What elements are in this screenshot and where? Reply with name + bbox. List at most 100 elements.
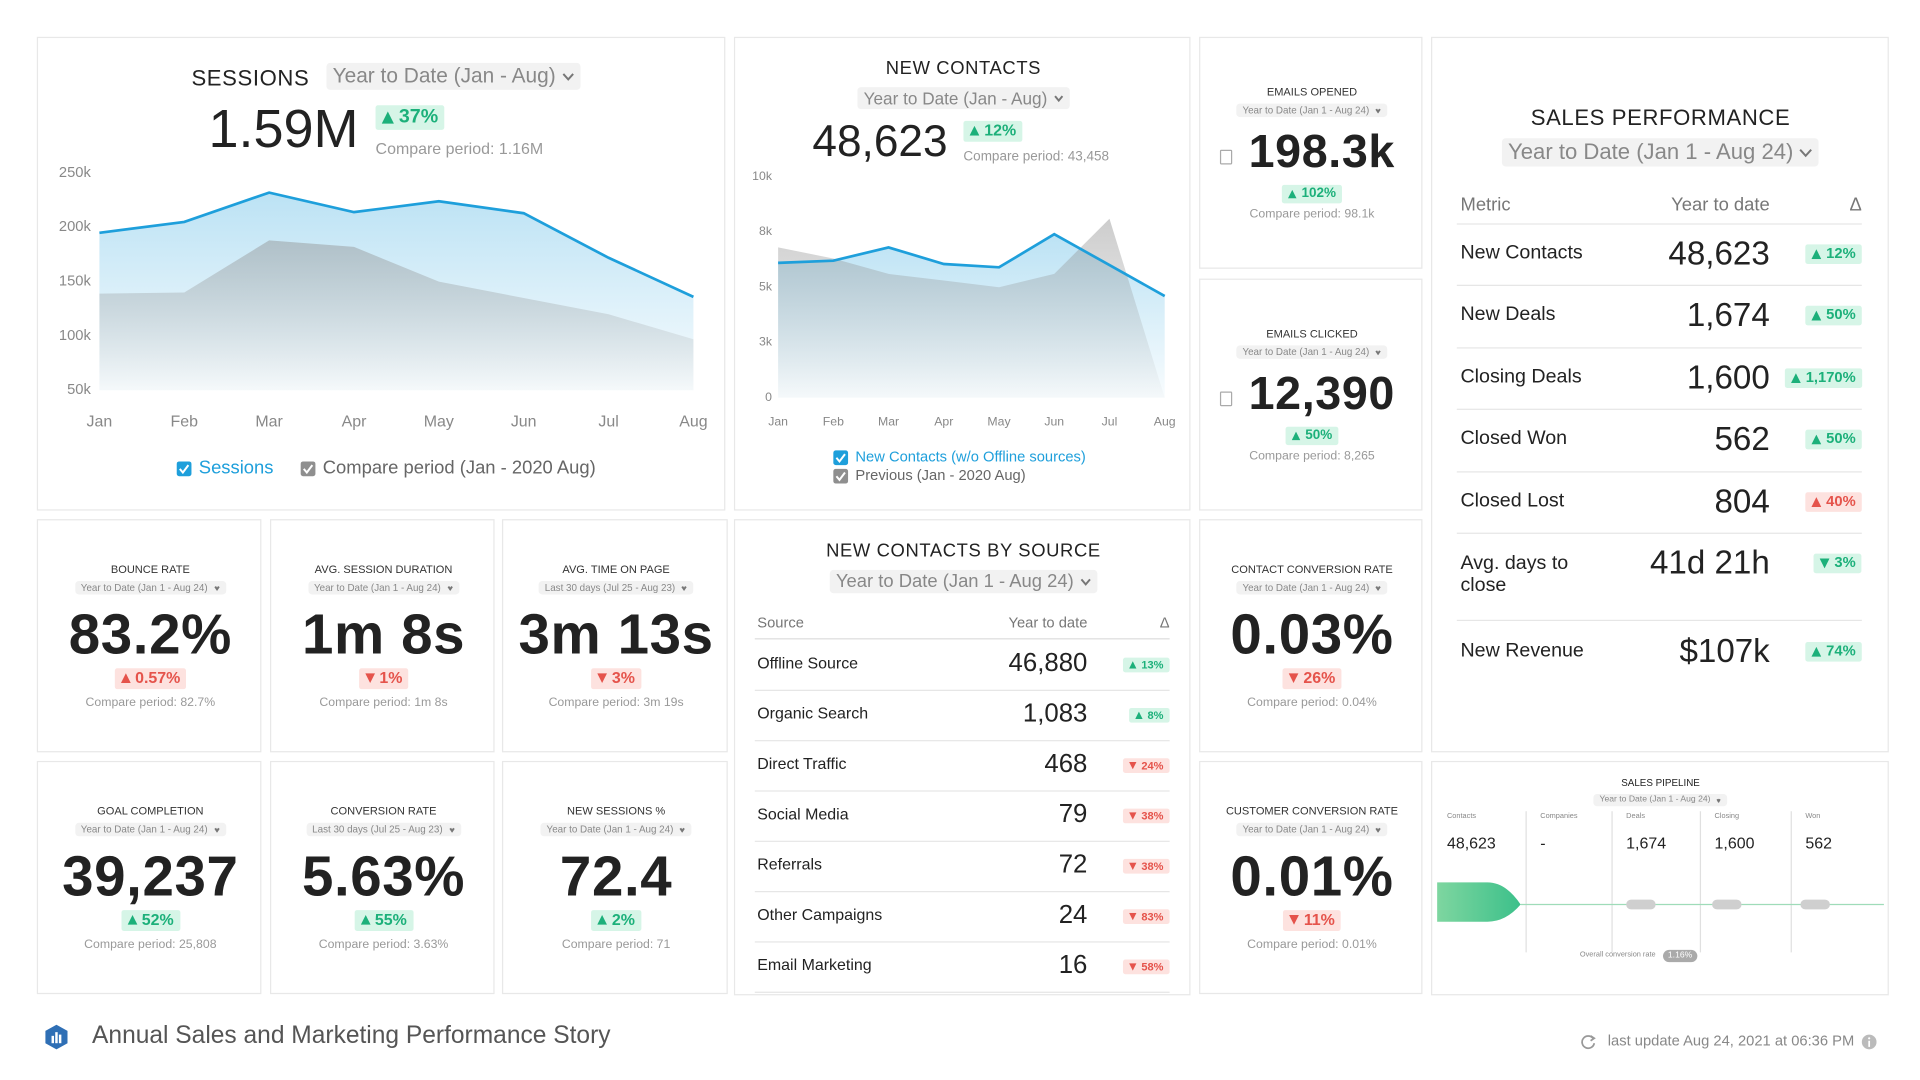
row-value: 468 [1044,749,1088,779]
trend-arrow [1811,434,1822,445]
change-value: 40% [1826,492,1856,510]
x-tick-label: Feb [823,414,844,428]
change-value: 8% [1147,709,1164,722]
period-dropdown[interactable]: Year to Date (Jan 1 - Aug 24) [1236,345,1388,360]
period-dropdown[interactable]: Last 30 days (Jul 25 - Aug 23) [538,581,694,595]
trend-arrow-shape [364,673,375,684]
trend-arrow-shape [1811,497,1822,507]
change-value: 1% [379,668,403,687]
period-dropdown[interactable]: Year to Date (Jan 1 - Aug 24) [829,569,1098,594]
trend-arrow-shape [360,915,371,926]
stage-divider [1611,811,1613,953]
period-label: Year to Date (Jan 1 - Aug 24) [1242,824,1370,836]
period-dropdown[interactable]: Year to Date (Jan - Aug) [857,87,1070,110]
trend-arrow [1288,673,1299,684]
metric-title: AVG. TIME ON PAGE [562,563,670,576]
change-value: 2% [611,910,636,929]
chevron [1053,95,1063,103]
change-value: 24% [1141,759,1164,772]
x-tick-label: May [987,414,1011,428]
period-dropdown[interactable]: Year to Date (Jan 1 - Aug 24) [74,822,227,837]
row-label: Direct Traffic [757,754,847,773]
metric-value: 0.01% [1230,843,1394,908]
table-title: NEW CONTACTS BY SOURCE [826,540,1101,562]
trend-arrow-shape [1129,762,1137,770]
chevron [1080,578,1091,587]
period-dropdown[interactable]: Year to Date (Jan 1 - Aug 24) [1236,103,1388,118]
period-dropdown[interactable]: Year to Date (Jan 1 - Aug 24) [1593,794,1728,807]
stage-label: Contacts [1446,813,1477,821]
trend-arrow-shape [1288,673,1299,684]
period-dropdown[interactable]: Year to Date (Jan 1 - Aug 24) [307,581,460,595]
trend-arrow [1287,189,1297,199]
table-header: Year to date [1008,613,1088,631]
period-dropdown[interactable]: Year to Date (Jan 1 - Aug 24) [540,822,692,837]
chevron [1375,586,1382,591]
change-badge: 50% [1285,426,1339,445]
trend-arrow [1811,310,1822,321]
change-badge: 38% [1122,808,1170,824]
change-badge: 3% [591,668,642,690]
change-badge: 3% [1813,553,1862,574]
metric-card: NEW SESSIONS % Year to Date (Jan 1 - Aug … [501,760,728,995]
trend-arrow [1289,915,1299,926]
legend-check [303,464,314,475]
y-tick-label: 5k [759,279,773,293]
row-label: New Deals [1460,304,1556,325]
change-value: 3% [611,668,636,687]
legend-entry: Sessions [199,457,274,478]
row-label: New Revenue [1460,640,1584,662]
chevron [1717,798,1722,803]
row-label: Closed Lost [1460,490,1565,512]
change-value: 52% [141,910,174,929]
change-badge: 58% [1122,959,1170,975]
period-dropdown[interactable]: Year to Date (Jan - Aug) [326,62,581,90]
chevron [214,586,220,591]
change-badge: 2% [591,910,642,931]
change-value: 38% [1141,860,1164,873]
row-divider [1456,347,1862,349]
period-dropdown[interactable]: Year to Date (Jan 1 - Aug 24) [1236,581,1388,595]
trend-arrow-shape [381,111,394,124]
row-value: 41d 21h [1649,544,1770,582]
row-value: 804 [1714,482,1770,520]
x-tick-label: Feb [171,413,199,430]
compare-period: Compare period: 98.1k [1249,207,1375,222]
trend-arrow [1129,812,1137,820]
change-value: 38% [1141,809,1164,823]
legend-check [835,453,846,464]
chevron-path [679,827,686,833]
period-label: Year to Date (Jan 1 - Aug 24) [1242,104,1370,116]
row-divider [754,991,1170,993]
trend-arrow [1129,762,1137,770]
metric-card: GOAL COMPLETION Year to Date (Jan 1 - Aug… [36,760,262,995]
trend-arrow-shape [1811,646,1822,657]
compare-period: Compare period: 0.04% [1247,696,1377,710]
overall-label: Overall conversion rate [1579,951,1656,960]
x-tick-label: Jun [1044,414,1064,428]
table-card: SALES PERFORMANCE Year to Date (Jan 1 - A… [1431,36,1889,753]
trend-arrow-shape [1291,431,1301,440]
change-badge: 74% [1805,642,1862,662]
period-dropdown[interactable]: Last 30 days (Jul 25 - Aug 23) [306,822,462,837]
row-divider [1456,408,1862,410]
trend-arrow-shape [1135,711,1143,720]
change-badge: 12% [1805,244,1862,264]
period-label: Year to Date (Jan - Aug) [332,64,556,88]
trend-arrow-shape [120,673,131,684]
change-badge: 8% [1129,707,1170,724]
chevron-path [1375,350,1382,356]
metric-title: BOUNCE RATE [110,563,190,576]
period-dropdown[interactable]: Year to Date (Jan 1 - Aug 24) [1501,138,1820,167]
x-tick-label: Mar [255,413,283,430]
period-dropdown[interactable]: Year to Date (Jan 1 - Aug 24) [74,581,227,595]
period-dropdown[interactable]: Year to Date (Jan 1 - Aug 24) [1236,822,1388,837]
trend-arrow [1129,862,1137,871]
metric-card: CUSTOMER CONVERSION RATE Year to Date (Ja… [1199,760,1423,995]
chevron [1375,108,1382,114]
x-tick-label: Jul [1102,414,1118,428]
metric-title: GOAL COMPLETION [97,804,204,818]
series-area [99,240,694,391]
